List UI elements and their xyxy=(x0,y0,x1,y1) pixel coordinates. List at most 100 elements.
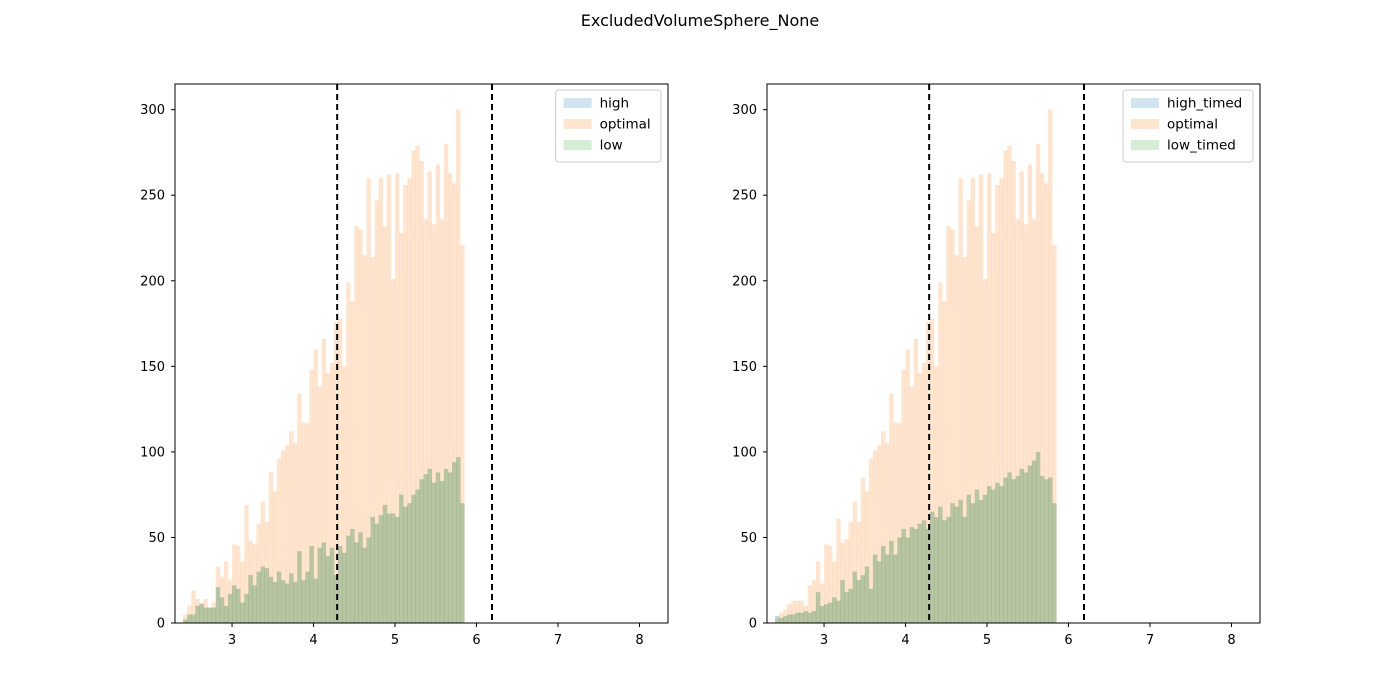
legend-box xyxy=(555,89,662,163)
histogram-bar xyxy=(232,544,237,623)
histogram-bar xyxy=(877,445,882,623)
histogram-bar xyxy=(313,578,318,623)
histogram-bar xyxy=(203,607,208,623)
histogram-bar xyxy=(848,588,853,623)
legend-label: high_timed xyxy=(1167,96,1242,112)
histogram-bar xyxy=(881,431,886,623)
histogram-bar xyxy=(411,150,416,624)
histogram-bar xyxy=(227,593,233,623)
histogram-bar xyxy=(431,224,437,623)
histogram-bar xyxy=(1003,477,1008,623)
histogram-bar xyxy=(787,614,792,623)
legend-label: high xyxy=(600,96,629,112)
histogram-bar xyxy=(293,581,298,623)
histogram-bar xyxy=(399,494,404,623)
histogram-bar xyxy=(893,554,898,623)
histogram-bar xyxy=(962,516,967,623)
histogram-bar xyxy=(199,602,204,623)
legend-swatch xyxy=(1131,140,1159,150)
histogram-bar xyxy=(868,588,874,623)
legend-swatch xyxy=(1131,119,1159,129)
histogram-bar xyxy=(423,474,428,623)
histogram-bar xyxy=(1023,472,1029,623)
histogram-bar xyxy=(427,469,432,623)
histogram-bar xyxy=(325,556,331,623)
histogram-bar xyxy=(350,528,355,623)
histogram-bar xyxy=(325,556,331,623)
histogram-bar xyxy=(329,547,335,623)
histogram-bar xyxy=(443,143,449,623)
histogram-bar xyxy=(791,614,796,623)
histogram-bar xyxy=(1031,460,1037,623)
histogram-bar xyxy=(252,585,257,623)
histogram-bar xyxy=(795,612,800,623)
histogram-bar xyxy=(280,450,286,623)
histogram-bar xyxy=(187,605,192,623)
histogram-bar xyxy=(934,366,939,623)
histogram-bar xyxy=(1052,503,1057,623)
histogram-bar xyxy=(321,542,327,623)
histogram-bar xyxy=(860,477,866,623)
histogram-bar xyxy=(293,581,298,623)
histogram-bar xyxy=(378,178,384,624)
histogram-bar xyxy=(856,580,862,623)
histogram-bar xyxy=(460,503,465,623)
histogram-bar xyxy=(1035,451,1041,623)
histogram-bar xyxy=(819,605,825,623)
legend-box xyxy=(1122,89,1254,163)
histogram-bar xyxy=(840,542,845,623)
histogram-bar xyxy=(219,597,225,623)
histogram-bar xyxy=(787,604,792,623)
histogram-bar xyxy=(921,520,927,623)
histogram-bar xyxy=(374,523,380,623)
histogram-bar xyxy=(232,585,237,623)
histogram-bar xyxy=(309,546,314,623)
histogram-bar xyxy=(223,605,229,623)
histogram-bar xyxy=(897,537,902,623)
histogram-bar xyxy=(1039,172,1045,624)
histogram-bar xyxy=(950,503,955,623)
histogram-bar xyxy=(236,588,241,623)
histogram-bar xyxy=(995,482,1000,623)
histogram-bar xyxy=(913,338,919,623)
histogram-bar xyxy=(354,542,359,623)
histogram-bar xyxy=(938,282,943,623)
x-tick-label: 6 xyxy=(472,633,480,648)
x-tick-label: 5 xyxy=(983,633,991,648)
histogram-bar xyxy=(321,338,327,623)
histogram-bar xyxy=(285,583,290,623)
histogram-bar xyxy=(962,256,967,623)
histogram-bar xyxy=(399,232,404,623)
histogram-bar xyxy=(219,597,225,623)
histogram-bar xyxy=(183,619,188,623)
histogram-bar xyxy=(799,600,804,623)
histogram-bar xyxy=(305,571,310,623)
histogram-bar xyxy=(962,516,967,623)
histogram-bar xyxy=(832,597,837,623)
histogram-bar xyxy=(297,393,302,623)
histogram-bar xyxy=(456,457,461,623)
histogram-bar xyxy=(264,568,270,623)
histogram-bar xyxy=(358,532,363,623)
histogram-bar xyxy=(856,580,862,623)
histogram-bar xyxy=(791,614,796,623)
histogram-bar xyxy=(783,609,788,623)
histogram-bar xyxy=(415,489,420,623)
histogram-bar xyxy=(382,504,388,623)
histogram-bar xyxy=(297,551,302,623)
histogram-bar xyxy=(775,616,780,623)
histogram-bar xyxy=(905,537,910,623)
histogram-bar xyxy=(893,422,898,623)
histogram-bar xyxy=(215,587,221,623)
histogram-bar xyxy=(337,546,343,623)
histogram-bar xyxy=(248,575,253,623)
histogram-bar xyxy=(362,255,367,624)
histogram-bar xyxy=(852,571,857,623)
histogram-bar xyxy=(321,542,327,623)
histogram-bar xyxy=(819,583,825,623)
histogram-bar xyxy=(191,590,196,623)
histogram-bar xyxy=(1003,150,1008,624)
histogram-bar xyxy=(999,178,1004,624)
histogram-bar xyxy=(954,506,959,623)
histogram-bar xyxy=(427,171,432,623)
